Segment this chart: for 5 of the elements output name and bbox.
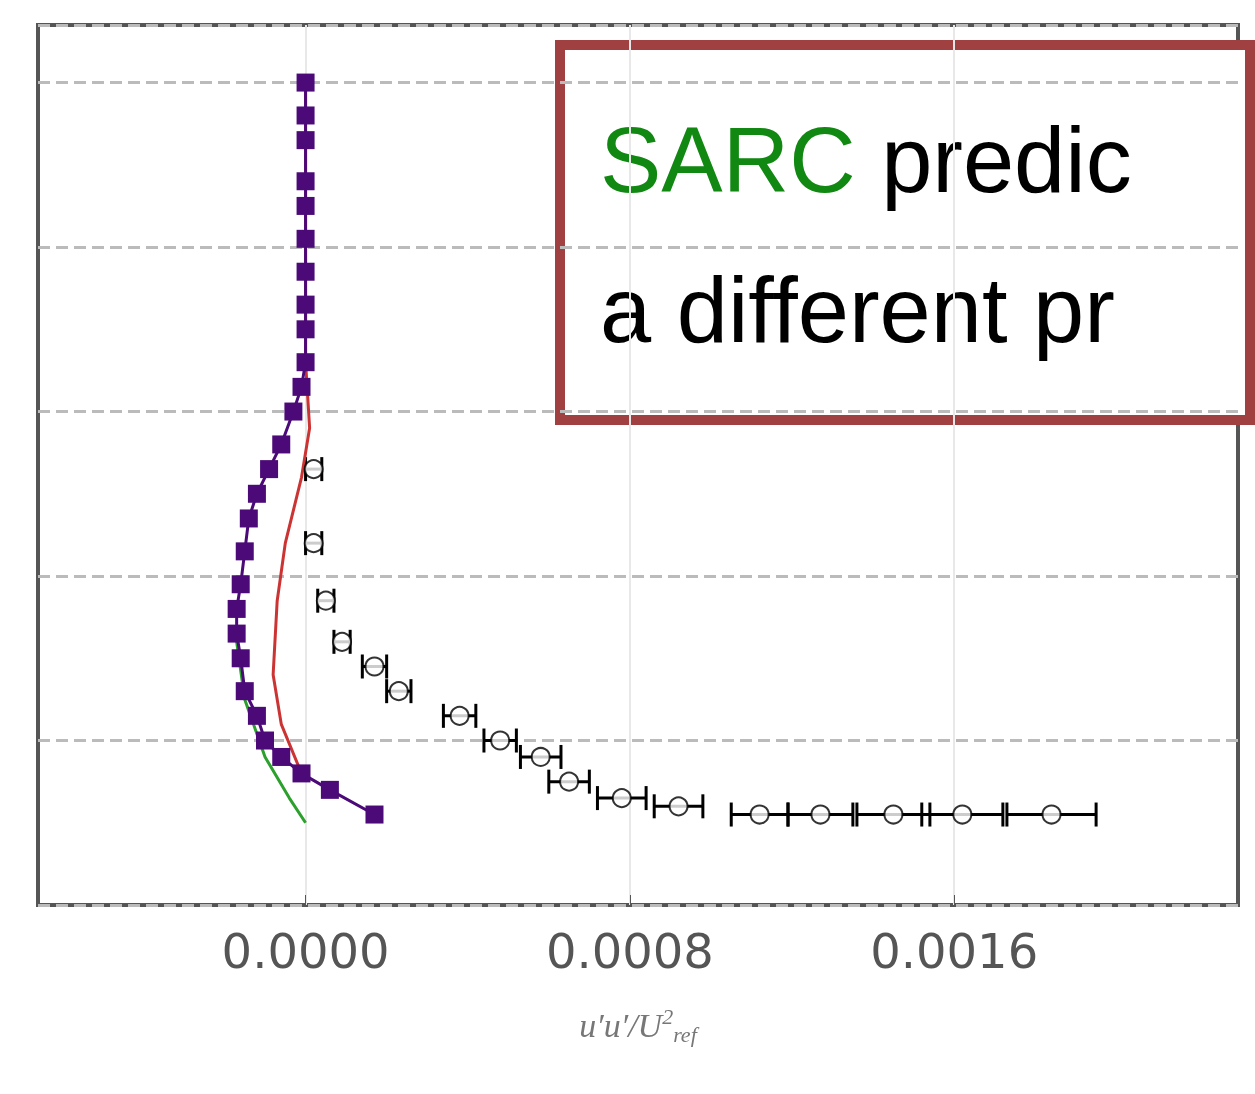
x-tick-label: 0.0008 [545, 923, 714, 979]
x-tick-label: 0.0016 [870, 923, 1039, 979]
annotation: a different pr [600, 259, 1115, 361]
x-tick-label: 0.0000 [221, 923, 390, 979]
annotation: SARC predic [600, 109, 1132, 211]
